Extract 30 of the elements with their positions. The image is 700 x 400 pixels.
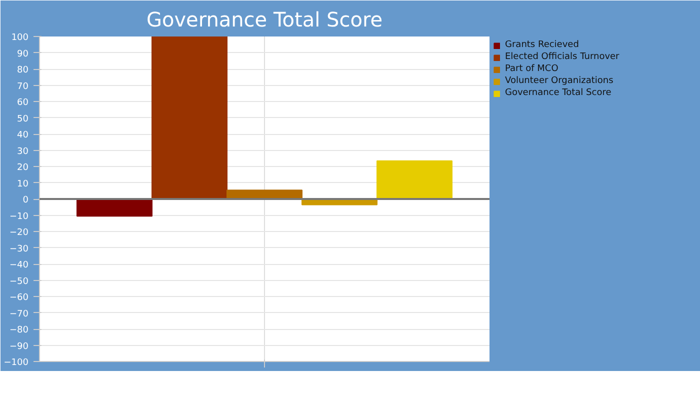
bar (376, 160, 452, 200)
chart-title: Governance Total Score (146, 8, 383, 32)
y-tick-label: 0 (22, 196, 29, 206)
y-tick-label: −100 (4, 358, 29, 368)
y-tick-label: −30 (10, 244, 29, 254)
y-tick-label: −20 (10, 228, 29, 238)
y-tick-label: 70 (17, 82, 29, 92)
y-tick-label: −60 (10, 293, 29, 303)
y-tick-label: 10 (17, 179, 29, 190)
y-tick-label: 20 (17, 163, 29, 173)
y-tick-label: 60 (17, 98, 29, 108)
y-tick-label: 30 (17, 146, 29, 157)
y-tick-label: 50 (17, 114, 29, 124)
legend-label: Volunteer Organizations (505, 76, 614, 86)
y-tick-label: −80 (10, 326, 29, 336)
y-tick-label: 100 (11, 33, 29, 43)
y-tick-label: −90 (10, 342, 29, 352)
legend-label: Elected Officials Turnover (505, 52, 620, 62)
y-tick-label: −50 (10, 276, 29, 287)
legend-label: Grants Recieved (505, 40, 579, 50)
y-tick-label: −10 (10, 212, 29, 222)
y-tick-label: −40 (10, 260, 29, 270)
y-tick-label: 80 (17, 66, 29, 76)
legend-label: Part of MCO (505, 64, 558, 74)
y-tick-label: 40 (17, 130, 29, 140)
bar (76, 198, 152, 217)
y-tick-label: 90 (17, 49, 29, 60)
y-tick-label: −70 (10, 309, 29, 320)
bar (152, 36, 228, 200)
legend-label: Governance Total Score (505, 88, 612, 98)
